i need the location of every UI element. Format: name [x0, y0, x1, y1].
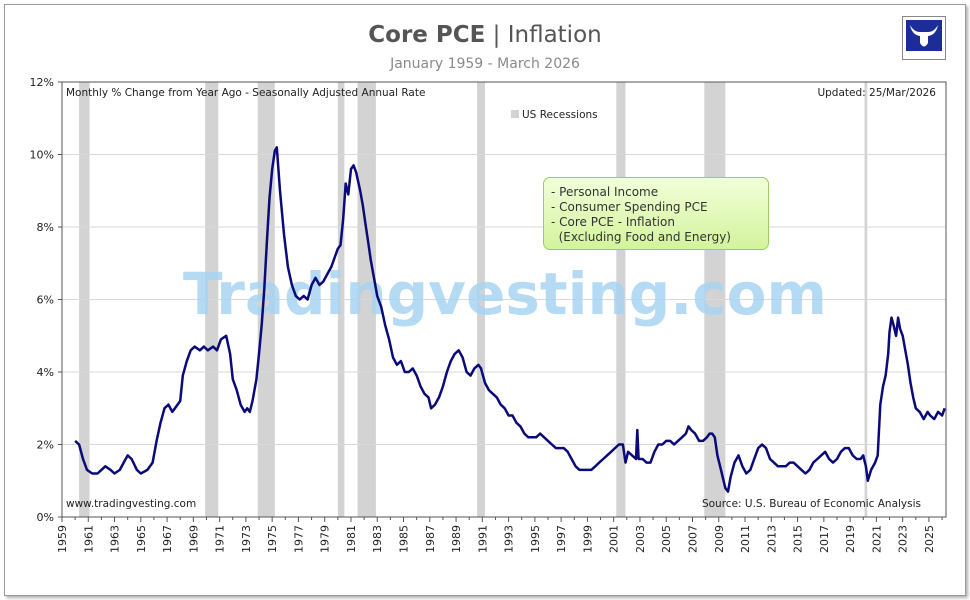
x-tick-label: 2019 [844, 525, 857, 553]
y-axis-ticks: 0% 2% 4% 6% 8% 10% 12% [30, 76, 62, 524]
y-tick-label: 0% [37, 511, 54, 524]
y-tick-label: 8% [37, 221, 54, 234]
x-tick-label: 2021 [870, 525, 883, 553]
x-tick-label: 1981 [345, 525, 358, 553]
x-tick-label: 2005 [660, 525, 673, 553]
recession-legend-swatch [511, 110, 519, 118]
x-tick-label: 1993 [503, 525, 516, 553]
x-tick-label: 1987 [424, 525, 437, 553]
x-tick-label: 1997 [555, 525, 568, 553]
x-tick-label: 1971 [214, 525, 227, 553]
x-tick-label: 1965 [135, 525, 148, 553]
x-tick-label: 1975 [266, 525, 279, 553]
watermark-text: Tradingvesting.com [183, 260, 827, 328]
y-tick-label: 12% [30, 76, 54, 89]
x-tick-label: 2011 [739, 525, 752, 553]
y-tick-label: 4% [37, 366, 54, 379]
updated-date: Updated: 25/Mar/2026 [817, 87, 936, 99]
link-core-pce[interactable]: - Core PCE - Inflation [551, 215, 675, 229]
x-tick-label: 2009 [713, 525, 726, 553]
x-axis-ticks: 1959 1961 1963 1965 1967 1969 1971 1973 1975 1977… [56, 517, 943, 553]
y-tick-label: 6% [37, 294, 54, 307]
x-tick-label: 2023 [897, 525, 910, 553]
website-credit: www.tradingvesting.com [66, 498, 196, 510]
x-tick-label: 2003 [634, 525, 647, 553]
x-tick-label: 2015 [792, 525, 805, 553]
x-tick-label: 1967 [161, 525, 174, 553]
recession-legend-label: US Recessions [522, 109, 598, 121]
x-tick-label: 1989 [450, 525, 463, 553]
y-tick-label: 10% [30, 149, 54, 162]
link-personal-income[interactable]: - Personal Income [551, 185, 659, 199]
gridlines [62, 154, 946, 445]
bull-logo[interactable] [902, 16, 946, 60]
title-bold: Core PCE [368, 22, 486, 48]
x-tick-label: 2001 [608, 525, 621, 553]
x-tick-label: 1977 [292, 525, 305, 553]
title-rest: Inflation [507, 22, 602, 48]
x-tick-label: 1995 [529, 525, 542, 553]
y-tick-label: 2% [37, 439, 54, 452]
x-tick-label: 1963 [109, 525, 122, 553]
x-tick-label: 2017 [818, 525, 831, 553]
bull-logo-icon [906, 20, 942, 56]
units-note: Monthly % Change from Year Ago - Seasona… [66, 87, 425, 99]
x-tick-label: 1973 [240, 525, 253, 553]
link-core-pce-note[interactable]: (Excluding Food and Energy) [551, 230, 731, 244]
x-tick-label: 2007 [686, 525, 699, 553]
related-links-box[interactable]: - Personal Income - Consumer Spending PC… [543, 177, 769, 250]
x-tick-label: 1979 [319, 525, 332, 553]
link-consumer-spending[interactable]: - Consumer Spending PCE [551, 200, 708, 214]
x-tick-label: 1985 [398, 525, 411, 553]
x-tick-label: 1991 [476, 525, 489, 553]
chart-subtitle: January 1959 - March 2026 [390, 56, 580, 72]
x-tick-label: 1961 [82, 525, 95, 553]
x-tick-label: 1983 [371, 525, 384, 553]
title-separator: | [485, 22, 508, 48]
x-tick-label: 2025 [923, 525, 936, 553]
x-tick-label: 2013 [765, 525, 778, 553]
x-tick-label: 1969 [187, 525, 200, 553]
x-tick-label: 1999 [581, 525, 594, 553]
chart-title: Core PCE | Inflation [0, 22, 970, 48]
source-note: Source: U.S. Bureau of Economic Analysis [702, 498, 921, 510]
core-pce-series-line [74, 146, 946, 493]
x-tick-label: 1959 [56, 525, 69, 553]
